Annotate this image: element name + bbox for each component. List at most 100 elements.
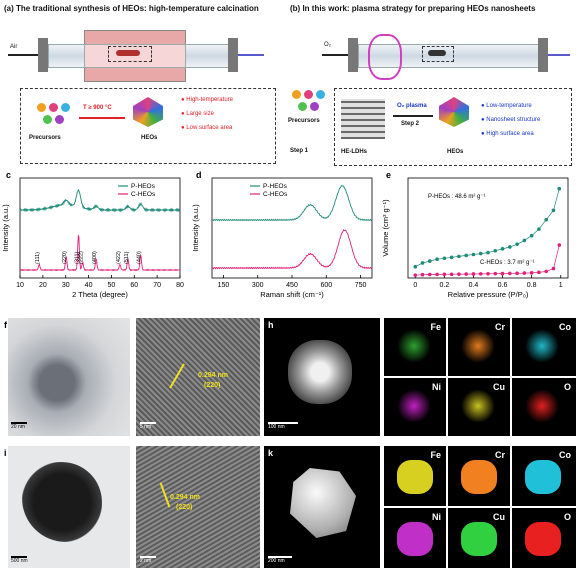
eds-bottom-1-blob bbox=[397, 460, 433, 494]
ylabel-e: Volume (cm³ g⁻¹) bbox=[381, 199, 390, 257]
panel-a-letter: (a) bbox=[4, 4, 14, 13]
eds-bottom-4-blob bbox=[397, 522, 433, 556]
plasma-cap-left bbox=[348, 38, 358, 72]
data-point-P-HEOs-0 bbox=[413, 264, 418, 269]
xrd-chart: c 10 20 30 40 50 60 70 80 2 Theta (degree) Intensi… bbox=[1, 170, 184, 299]
panel-f-letter: f bbox=[4, 320, 7, 330]
legend-label-P-HEOs: P-HEOs bbox=[263, 183, 288, 190]
a-heos-label: HEOs bbox=[141, 135, 158, 141]
crystal-k bbox=[290, 468, 356, 538]
xtick-label-c-4: 50 bbox=[108, 282, 116, 289]
d-spacing-g: 0.294 nm bbox=[198, 372, 228, 379]
eds-top-4-blob bbox=[396, 390, 432, 422]
tem-image-i: 500 nm bbox=[8, 446, 130, 568]
ylabel-d: Intensity (a.u.) bbox=[191, 204, 200, 252]
xtick-label-e-0: 0 bbox=[413, 282, 417, 289]
eds-top-4-label: Ni bbox=[432, 382, 441, 392]
peak-label-3: (222) bbox=[79, 251, 85, 264]
eds-top-2: Cr bbox=[448, 318, 510, 376]
a-bullet-3: ● Low surface area bbox=[181, 125, 233, 131]
b-bullet-3: ● High surface area bbox=[481, 131, 534, 137]
eds-bottom-2-label: Cr bbox=[494, 450, 505, 460]
eds-bottom-3: Co bbox=[512, 446, 576, 506]
a-bullets: ● High-temperature ● Large size ● Low su… bbox=[181, 97, 233, 131]
eds-top-4: Ni bbox=[384, 378, 446, 436]
eds-bottom-5-label: Cu bbox=[493, 512, 505, 522]
b-heo-crystal bbox=[439, 97, 469, 127]
eds-top-1-blob bbox=[396, 330, 432, 362]
peak-label-4: (400) bbox=[92, 251, 98, 264]
series-line-C-HEOs bbox=[19, 234, 181, 272]
scale-bar-f: 20 nm bbox=[11, 422, 27, 430]
scale-bar-h: 100 nm bbox=[268, 422, 298, 430]
o2-arrow bbox=[322, 54, 348, 56]
peak-label-2: (311) bbox=[75, 251, 81, 264]
plot-frame-d bbox=[211, 177, 373, 279]
panel-a-title: The traditional synthesis of HEOs: high-… bbox=[16, 4, 259, 13]
xtick-label-e-1: 0.2 bbox=[439, 282, 449, 289]
eds-top-6-label: O bbox=[563, 382, 571, 392]
sample-boat bbox=[116, 50, 140, 56]
eds-top-3: Co bbox=[512, 318, 576, 376]
a-temperature-label: T ≥ 900 °C bbox=[83, 105, 112, 111]
scale-bar-g: 5 nm bbox=[140, 422, 156, 430]
air-arrow bbox=[8, 54, 38, 56]
raman-chart: d 150 300 450 600 750 Raman shift (cm⁻¹) Intens… bbox=[191, 170, 373, 299]
panel-a-zoom-box: Precursors T ≥ 900 °C HEOs ● High-temper… bbox=[20, 88, 276, 164]
o2-plasma-label: O₂ plasma bbox=[397, 103, 427, 109]
peak-label-0: (111) bbox=[35, 252, 41, 264]
o2-label: O₂ bbox=[324, 42, 331, 48]
xtick-label-d-0: 150 bbox=[218, 282, 230, 289]
legend-label-C-HEOs: C-HEOs bbox=[131, 191, 156, 198]
xlabel-d: Raman shift (cm⁻¹) bbox=[260, 290, 324, 299]
panel-c-letter: c bbox=[6, 170, 11, 180]
xtick-label-d-3: 600 bbox=[320, 282, 332, 289]
plot-frame-c bbox=[19, 177, 181, 279]
scale-bar-i: 500 nm bbox=[11, 556, 28, 564]
eds-bottom-4: Ni bbox=[384, 508, 446, 568]
eds-top-2-blob bbox=[460, 330, 496, 362]
panel-i-letter: i bbox=[4, 448, 7, 458]
xtick-label-c-6: 70 bbox=[153, 282, 161, 289]
air-label: Air bbox=[10, 44, 18, 50]
bet-chart: e 0 0.2 0.4 0.6 0.8 1 Relative pressure (P/P₀) V… bbox=[381, 170, 569, 299]
eds-top-5-blob bbox=[460, 390, 496, 422]
legend-label-C-HEOs: C-HEOs bbox=[263, 191, 288, 198]
eds-bottom-2-blob bbox=[461, 460, 497, 494]
plot-frame-e bbox=[407, 177, 569, 279]
xlabel-e: Relative pressure (P/P₀) bbox=[448, 290, 529, 299]
a-heo-crystal bbox=[133, 97, 163, 127]
xtick-label-e-2: 0.4 bbox=[469, 282, 479, 289]
eds-bottom-2: Cr bbox=[448, 446, 510, 506]
lattice-marker-g bbox=[169, 363, 185, 389]
scale-bar-k: 200 nm bbox=[268, 556, 292, 564]
panel-b-schematic: O₂ Precursors Step 1 HE-LDHs O₂ plasma S… bbox=[288, 24, 574, 166]
d-spacing-j: 0.294 nm bbox=[170, 494, 200, 501]
eds-bottom-1-label: Fe bbox=[430, 450, 441, 460]
lattice-marker-j bbox=[159, 482, 171, 508]
eds-bottom-3-blob bbox=[525, 460, 561, 494]
eds-top-5: Cu bbox=[448, 378, 510, 436]
eds-top-2-label: Cr bbox=[494, 322, 505, 332]
heated-zone bbox=[84, 44, 186, 68]
eds-bottom-6: O bbox=[512, 508, 576, 568]
series-line-C-HEOs bbox=[211, 228, 373, 270]
series-line-P-HEOs bbox=[211, 184, 373, 222]
b-sample bbox=[428, 50, 446, 56]
eds-maps-top: Fe Cr Co Ni Cu O bbox=[384, 318, 578, 436]
eds-bottom-4-label: Ni bbox=[432, 512, 441, 522]
eds-top-6: O bbox=[512, 378, 576, 436]
eds-bottom-3-label: Co bbox=[559, 450, 571, 460]
panel-b-header: (b) In this work: plasma strategy for pr… bbox=[290, 4, 535, 13]
plasma-coil bbox=[368, 34, 402, 80]
plane-j: (220) bbox=[176, 504, 193, 511]
xtick-label-d-4: 750 bbox=[355, 282, 367, 289]
xtick-label-d-1: 300 bbox=[252, 282, 264, 289]
eds-top-1: Fe bbox=[384, 318, 446, 376]
annotation-c-heos: C-HEOs : 3.7 m² g⁻¹ bbox=[480, 260, 535, 266]
xtick-label-c-7: 80 bbox=[176, 282, 184, 289]
tem-image-f: 20 nm bbox=[8, 318, 130, 436]
he-ldh-label: HE-LDHs bbox=[341, 149, 368, 155]
hrtem-image-g: 0.294 nm (220) 5 nm bbox=[136, 318, 260, 436]
eds-maps-bottom: Fe Cr Co Ni Cu O bbox=[384, 446, 578, 568]
